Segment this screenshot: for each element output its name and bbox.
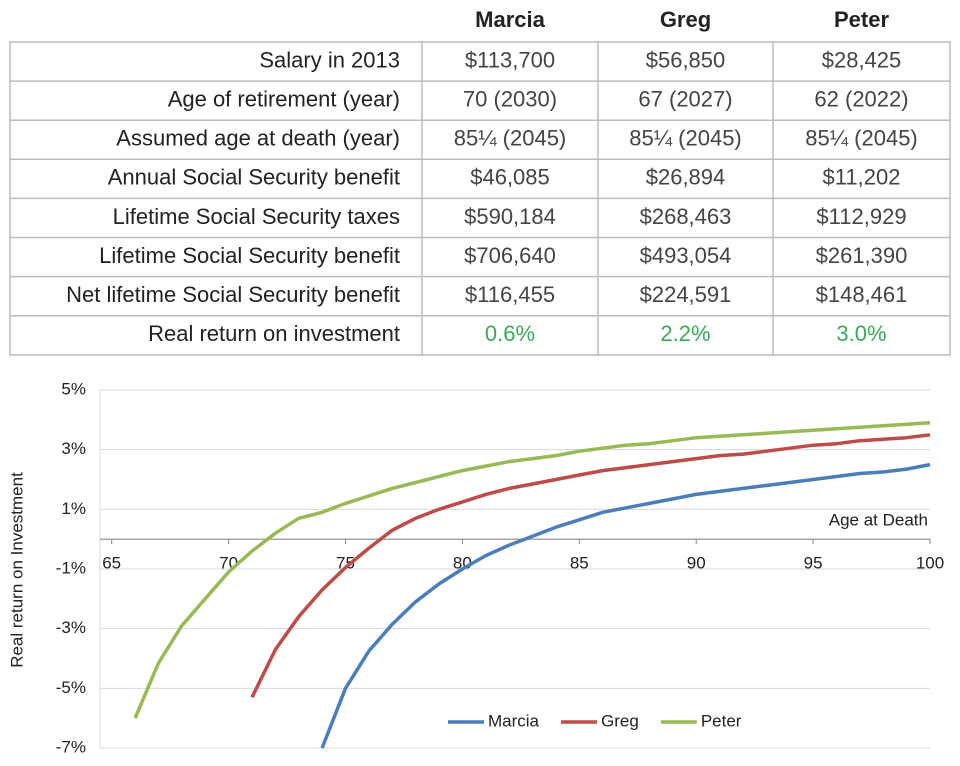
row-label: Lifetime Social Security taxes	[113, 204, 400, 229]
y-tick-label: 3%	[61, 439, 86, 458]
y-tick-label: 1%	[61, 499, 86, 518]
legend-label: Greg	[601, 711, 639, 730]
cell: $26,894	[646, 165, 726, 190]
cell: 85¼ (2045)	[805, 126, 918, 151]
row-label: Real return on investment	[148, 321, 400, 346]
row-label: Net lifetime Social Security benefit	[66, 282, 400, 307]
cell: $493,054	[640, 243, 732, 268]
y-tick-label: -1%	[56, 558, 86, 577]
cell: $116,455	[465, 282, 555, 307]
cell: $224,591	[640, 282, 732, 307]
x-axis-label: Age at Death	[829, 510, 928, 529]
cell: 85¼ (2045)	[454, 126, 567, 151]
column-header: Peter	[834, 7, 889, 32]
column-header: Greg	[660, 7, 711, 32]
y-tick-label: 5%	[61, 379, 86, 398]
column-header: Marcia	[475, 7, 545, 32]
cell: 67 (2027)	[638, 86, 732, 111]
cell: $706,640	[464, 243, 556, 268]
cell: $112,929	[816, 204, 906, 229]
row-label: Age of retirement (year)	[168, 86, 400, 111]
cell: 85¼ (2045)	[629, 126, 742, 151]
x-tick-label: 100	[916, 554, 944, 573]
cell: $28,425	[822, 47, 902, 72]
x-tick-label: 85	[570, 554, 589, 573]
legend-label: Peter	[701, 711, 742, 730]
cell: $590,184	[464, 204, 556, 229]
cell: $113,700	[465, 47, 555, 72]
y-tick-label: -5%	[56, 678, 86, 697]
x-tick-label: 95	[804, 554, 823, 573]
row-label: Assumed age at death (year)	[116, 126, 400, 151]
cell: $46,085	[470, 165, 550, 190]
line-series	[320, 462, 931, 749]
row-label: Lifetime Social Security benefit	[99, 243, 400, 268]
cell: 70 (2030)	[463, 86, 557, 111]
x-tick-label: 65	[102, 554, 121, 573]
line-series	[133, 421, 931, 719]
cell: $261,390	[816, 243, 908, 268]
row-label: Annual Social Security benefit	[108, 165, 400, 190]
cell: 2.2%	[660, 321, 710, 346]
cell: 0.6%	[485, 321, 535, 346]
line-series	[250, 433, 931, 699]
cell: 3.0%	[836, 321, 886, 346]
cell: $56,850	[646, 47, 726, 72]
row-label: Salary in 2013	[259, 47, 400, 72]
cell: 62 (2022)	[814, 86, 908, 111]
cell: $11,202	[823, 165, 901, 190]
y-tick-label: -3%	[56, 618, 86, 637]
y-axis-label: Real return on Investment	[7, 472, 26, 668]
y-tick-label: -7%	[56, 737, 86, 756]
cell: $268,463	[640, 204, 732, 229]
x-tick-label: 75	[336, 554, 355, 573]
x-tick-label: 90	[687, 554, 706, 573]
cell: $148,461	[816, 282, 908, 307]
legend-label: Marcia	[488, 711, 540, 730]
